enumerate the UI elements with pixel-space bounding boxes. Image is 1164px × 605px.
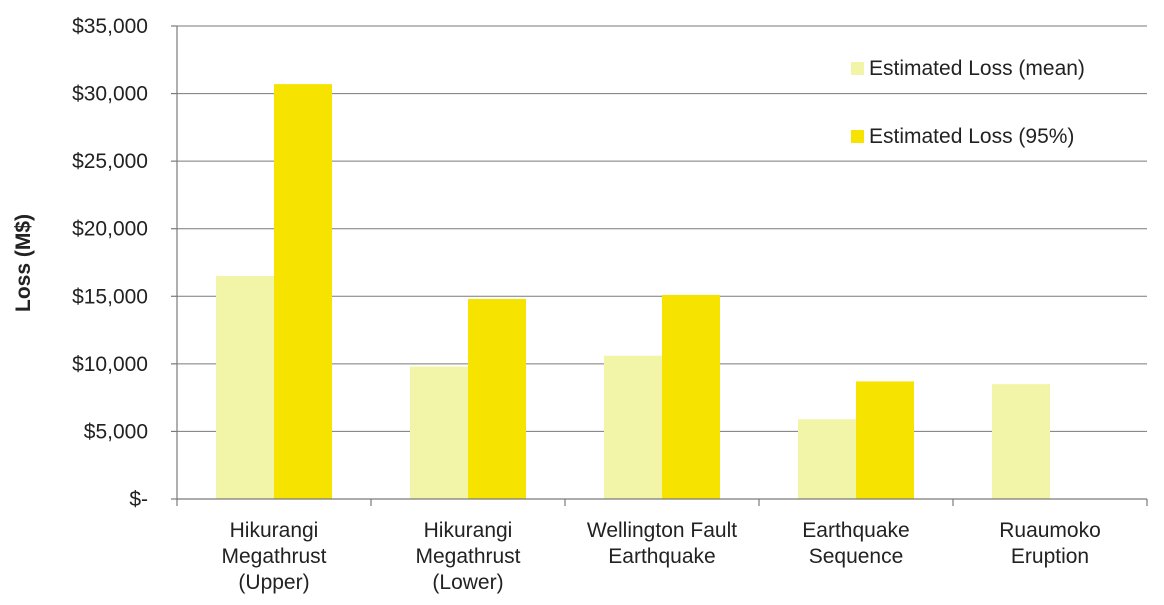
axes — [171, 25, 1148, 506]
legend: Estimated Loss (mean) Estimated Loss (95%… — [851, 57, 1085, 148]
bar-mean — [410, 366, 468, 499]
category-label-line: Megathrust — [415, 545, 520, 568]
legend-swatch — [851, 62, 864, 75]
bar-p95 — [274, 84, 332, 500]
y-tick-label: $15,000 — [72, 285, 148, 308]
category-label-line: (Lower) — [432, 571, 503, 594]
category-label-line: Earthquake — [608, 545, 715, 568]
legend-label: Estimated Loss (mean) — [869, 57, 1085, 80]
category-label-line: Hikurangi — [424, 519, 513, 542]
legend-label: Estimated Loss (95%) — [869, 125, 1074, 148]
category-label-line: (Upper) — [238, 571, 309, 594]
y-tick-labels: $- $5,000 $10,000 $15,000 $20,000 $25,000 $30,… — [72, 15, 148, 511]
bar-mean — [992, 384, 1050, 499]
category-label: Hikurangi Megathrust (Lower) — [415, 519, 520, 594]
y-tick-label: $25,000 — [72, 150, 148, 173]
category-label: Ruaumoko Eruption — [999, 519, 1101, 568]
y-tick-label: $5,000 — [84, 420, 148, 443]
category-label-line: Earthquake — [802, 519, 909, 542]
y-tick-label: $35,000 — [72, 15, 148, 38]
category-label: Hikurangi Megathrust (Upper) — [221, 519, 326, 594]
y-tick-label: $30,000 — [72, 83, 148, 106]
y-tick-label: $10,000 — [72, 353, 148, 376]
y-tick-label: $- — [129, 488, 148, 511]
bar-mean — [798, 419, 856, 499]
category-label: Wellington Fault Earthquake — [587, 519, 737, 568]
category-label-line: Wellington Fault — [587, 519, 737, 542]
category-labels: Hikurangi Megathrust (Upper) Hikurangi Megat… — [221, 519, 1100, 594]
y-axis-label: Loss (M$) — [12, 214, 35, 312]
category-label-line: Hikurangi — [230, 519, 319, 542]
category-label-line: Sequence — [809, 545, 904, 568]
legend-swatch — [851, 130, 864, 143]
category-label-line: Megathrust — [221, 545, 326, 568]
bar-p95 — [856, 381, 914, 499]
category-label: Earthquake Sequence — [802, 519, 909, 568]
bar-mean — [604, 355, 662, 499]
y-tick-label: $20,000 — [72, 218, 148, 241]
category-label-line: Eruption — [1011, 545, 1089, 568]
category-label-line: Ruaumoko — [999, 519, 1101, 542]
bar-p95 — [468, 298, 526, 499]
bar-p95 — [662, 294, 720, 499]
bars — [216, 84, 1050, 500]
bar-mean — [216, 276, 274, 499]
